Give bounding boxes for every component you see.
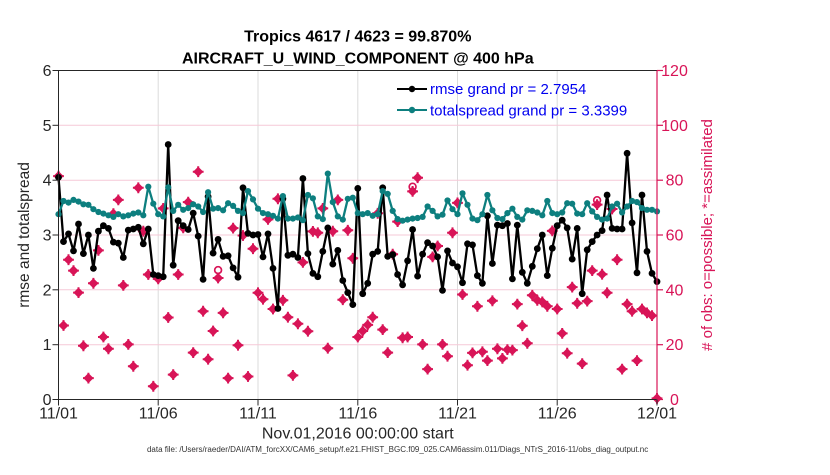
svg-text:12/01: 12/01 [637,406,677,423]
svg-text:Tropics 4617 / 4623 = 99.870%: Tropics 4617 / 4623 = 99.870% [244,29,471,46]
svg-text:11/16: 11/16 [338,406,377,423]
svg-text:11/26: 11/26 [538,406,577,423]
svg-text:120: 120 [661,63,688,80]
svg-text:100: 100 [661,118,688,135]
svg-text:Nov.01,2016 00:00:00 start: Nov.01,2016 00:00:00 start [262,426,454,443]
svg-text:2: 2 [43,282,52,299]
svg-text:AIRCRAFT_U_WIND_COMPONENT @ 40: AIRCRAFT_U_WIND_COMPONENT @ 400 hPa [182,51,534,68]
svg-text:11/11: 11/11 [239,406,277,423]
svg-text:0: 0 [670,392,679,409]
svg-text:# of obs: o=possible; *=assimi: # of obs: o=possible; *=assimilated [699,119,716,351]
svg-text:11/01: 11/01 [39,406,78,423]
svg-text:data file: /Users/raeder/DAI/A: data file: /Users/raeder/DAI/ATM_forcXX/… [147,445,648,454]
svg-text:11/21: 11/21 [438,406,477,423]
svg-text:rmse grand pr = 2.7954: rmse grand pr = 2.7954 [430,81,586,98]
svg-text:80: 80 [666,173,684,190]
svg-text:6: 6 [43,63,52,80]
svg-text:40: 40 [666,282,684,299]
svg-text:totalspread grand pr = 3.3399: totalspread grand pr = 3.3399 [430,103,627,120]
svg-text:60: 60 [666,228,684,245]
svg-text:3: 3 [43,228,52,245]
svg-text:0: 0 [43,392,52,409]
svg-text:4: 4 [43,173,52,190]
svg-text:5: 5 [43,118,52,135]
svg-text:20: 20 [666,337,684,354]
svg-text:11/06: 11/06 [139,406,178,423]
svg-text:1: 1 [43,337,52,354]
svg-text:rmse and totalspread: rmse and totalspread [16,162,33,308]
